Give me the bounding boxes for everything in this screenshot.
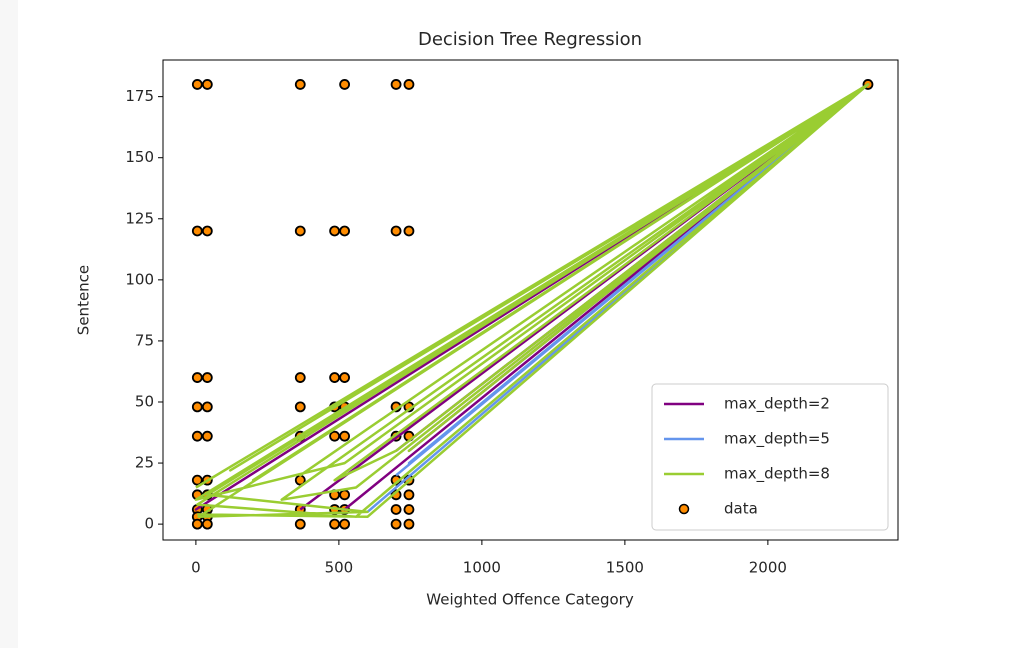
y-tick-label: 50 bbox=[135, 392, 154, 410]
legend-marker bbox=[678, 503, 690, 515]
data-point bbox=[390, 225, 402, 237]
data-point bbox=[403, 489, 415, 501]
data-point bbox=[403, 79, 415, 90]
data-point bbox=[294, 79, 306, 90]
data-point bbox=[329, 518, 340, 530]
y-tick-label: 125 bbox=[125, 209, 154, 227]
legend-box bbox=[651, 383, 889, 531]
data-point bbox=[294, 225, 306, 237]
data-point bbox=[403, 504, 415, 515]
data-point bbox=[390, 79, 402, 90]
data-point bbox=[201, 518, 213, 530]
data-point bbox=[201, 430, 213, 442]
y-tick-label: 175 bbox=[125, 87, 154, 105]
chart-title: Decision Tree Regression bbox=[418, 29, 642, 50]
data-point bbox=[403, 225, 415, 237]
data-point bbox=[339, 225, 351, 237]
data-point bbox=[191, 430, 203, 442]
x-tick-label: 500 bbox=[325, 559, 354, 577]
data-point bbox=[191, 401, 203, 413]
data-point bbox=[390, 504, 402, 515]
legend-label: max_depth=5 bbox=[724, 430, 830, 449]
x-tick-label: 2000 bbox=[749, 559, 787, 577]
data-point bbox=[294, 518, 306, 530]
data-point bbox=[201, 401, 213, 413]
data-point bbox=[201, 372, 213, 383]
data-point bbox=[339, 430, 351, 442]
series-line bbox=[194, 83, 870, 519]
y-tick-label: 0 bbox=[144, 515, 154, 533]
data-point bbox=[339, 489, 351, 501]
data-point bbox=[191, 474, 203, 486]
plot-area bbox=[191, 79, 874, 530]
data-point bbox=[201, 79, 213, 90]
x-tick-label: 0 bbox=[191, 559, 201, 577]
y-tick-label: 100 bbox=[125, 270, 154, 288]
data-point bbox=[329, 372, 340, 383]
data-point bbox=[339, 79, 351, 90]
data-point bbox=[191, 225, 203, 237]
x-tick-label: 1500 bbox=[606, 559, 644, 577]
data-point bbox=[201, 225, 213, 237]
data-point bbox=[294, 401, 306, 413]
data-point bbox=[390, 518, 402, 530]
x-axis-label: Weighted Offence Category bbox=[426, 591, 634, 609]
legend-label: max_depth=8 bbox=[724, 465, 830, 484]
axes-frame bbox=[162, 59, 899, 541]
legend-label: data bbox=[724, 500, 758, 518]
y-axis-label: Sentence bbox=[75, 265, 93, 335]
data-point bbox=[191, 372, 203, 383]
data-point bbox=[329, 225, 340, 237]
data-point bbox=[339, 372, 351, 383]
y-tick-label: 25 bbox=[135, 454, 154, 472]
data-point bbox=[403, 518, 415, 530]
data-point bbox=[191, 79, 203, 90]
data-point bbox=[294, 372, 306, 383]
data-point bbox=[191, 518, 203, 530]
legend-label: max_depth=2 bbox=[724, 395, 830, 414]
left-strip bbox=[0, 0, 18, 648]
data-point bbox=[329, 430, 340, 442]
y-tick-label: 75 bbox=[135, 331, 154, 349]
y-tick-label: 150 bbox=[125, 148, 154, 166]
x-tick-label: 1000 bbox=[463, 559, 501, 577]
data-point bbox=[339, 518, 351, 530]
